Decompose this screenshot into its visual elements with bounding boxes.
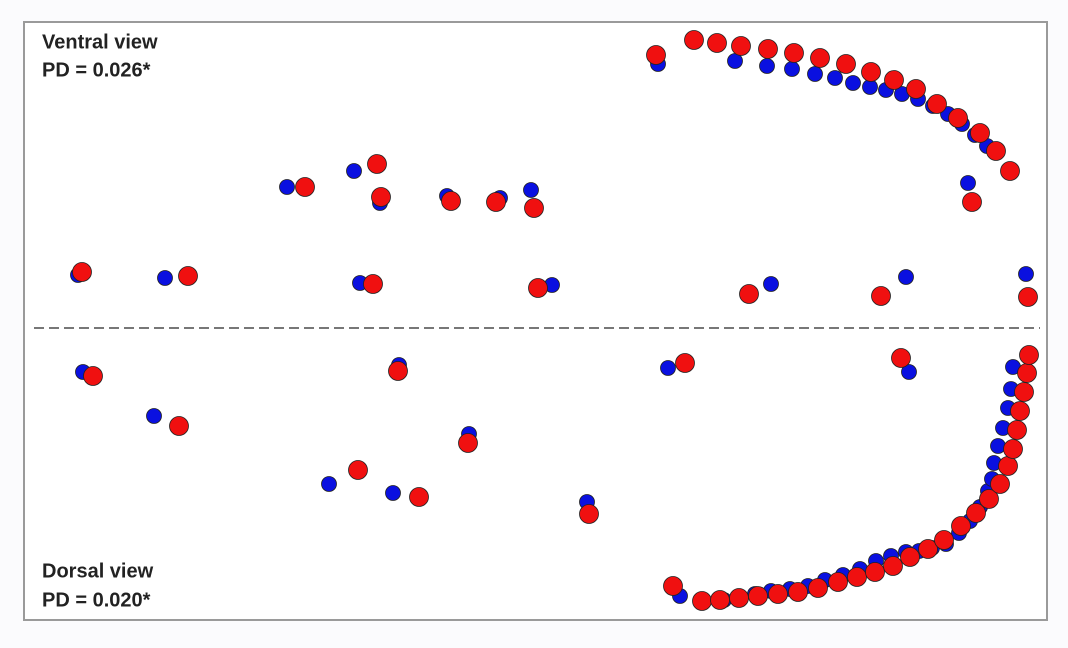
landmark-point xyxy=(1003,439,1023,459)
landmark-point xyxy=(739,284,759,304)
landmark-point xyxy=(784,61,800,77)
landmark-point xyxy=(845,75,861,91)
landmark-point xyxy=(295,177,315,197)
landmark-point xyxy=(990,474,1010,494)
landmark-point xyxy=(948,108,968,128)
landmark-point xyxy=(371,187,391,207)
landmark-point xyxy=(918,539,938,559)
landmark-point xyxy=(528,278,548,298)
landmark-point xyxy=(731,36,751,56)
landmark-point xyxy=(891,348,911,368)
landmark-point xyxy=(523,182,539,198)
landmark-point xyxy=(900,547,920,567)
landmark-point xyxy=(768,584,788,604)
landmark-point xyxy=(970,123,990,143)
landmark-point xyxy=(951,516,971,536)
landmark-point xyxy=(367,154,387,174)
landmark-point xyxy=(788,582,808,602)
frame xyxy=(23,21,1048,621)
landmark-point xyxy=(906,79,926,99)
landmark-point xyxy=(279,179,295,195)
landmark-point xyxy=(808,578,828,598)
landmark-point xyxy=(321,476,337,492)
landmark-point xyxy=(660,360,676,376)
landmark-point xyxy=(1000,161,1020,181)
landmark-point xyxy=(1007,420,1027,440)
landmark-point xyxy=(178,266,198,286)
landmark-point xyxy=(663,576,683,596)
landmark-point xyxy=(363,274,383,294)
landmark-point xyxy=(883,556,903,576)
landmark-point xyxy=(763,276,779,292)
landmark-point xyxy=(1014,382,1034,402)
landmark-point xyxy=(83,366,103,386)
landmark-point xyxy=(979,489,999,509)
landmark-point xyxy=(884,70,904,90)
landmark-point xyxy=(146,408,162,424)
landmark-point xyxy=(871,286,891,306)
landmark-point xyxy=(486,192,506,212)
landmark-point xyxy=(962,192,982,212)
landmark-point xyxy=(828,572,848,592)
landmark-point xyxy=(729,588,749,608)
landmark-point xyxy=(157,270,173,286)
landmark-point xyxy=(169,416,189,436)
landmark-point xyxy=(409,487,429,507)
landmark-point xyxy=(1017,363,1037,383)
landmark-point xyxy=(901,364,917,380)
landmark-point xyxy=(998,456,1018,476)
landmark-point xyxy=(986,141,1006,161)
landmark-point xyxy=(458,433,478,453)
landmark-point xyxy=(441,191,461,211)
landmark-point xyxy=(758,39,778,59)
panel-annotation: PD = 0.020* xyxy=(42,589,151,611)
landmark-point xyxy=(847,567,867,587)
landmark-point xyxy=(807,66,823,82)
landmark-point xyxy=(707,33,727,53)
landmark-point xyxy=(692,591,712,611)
landmark-point xyxy=(346,163,362,179)
landmark-point xyxy=(72,262,92,282)
landmark-point xyxy=(748,586,768,606)
landmark-point xyxy=(1010,401,1030,421)
landmark-point xyxy=(759,58,775,74)
landmark-point xyxy=(934,530,954,550)
landmark-point xyxy=(1018,266,1034,282)
landmark-point xyxy=(1018,287,1038,307)
panel-annotation: PD = 0.026* xyxy=(42,59,151,81)
landmark-point xyxy=(579,504,599,524)
panel-title: Dorsal view xyxy=(42,560,154,582)
landmark-point xyxy=(710,590,730,610)
panel-title: Ventral view xyxy=(42,31,158,53)
landmark-point xyxy=(348,460,368,480)
landmark-point xyxy=(861,62,881,82)
landmark-point xyxy=(960,175,976,191)
landmark-point xyxy=(646,45,666,65)
landmark-point xyxy=(966,503,986,523)
landmark-point xyxy=(675,353,695,373)
landmark-point xyxy=(927,94,947,114)
landmark-point xyxy=(385,485,401,501)
landmark-point xyxy=(865,562,885,582)
landmark-point xyxy=(836,54,856,74)
landmark-point xyxy=(1019,345,1039,365)
landmark-point xyxy=(524,198,544,218)
landmark-point xyxy=(784,43,804,63)
landmark-point xyxy=(827,70,843,86)
marks xyxy=(70,30,1039,611)
landmark-point xyxy=(810,48,830,68)
landmark-point xyxy=(684,30,704,50)
landmark-point xyxy=(898,269,914,285)
landmark-point xyxy=(388,361,408,381)
landmark-point xyxy=(990,438,1006,454)
